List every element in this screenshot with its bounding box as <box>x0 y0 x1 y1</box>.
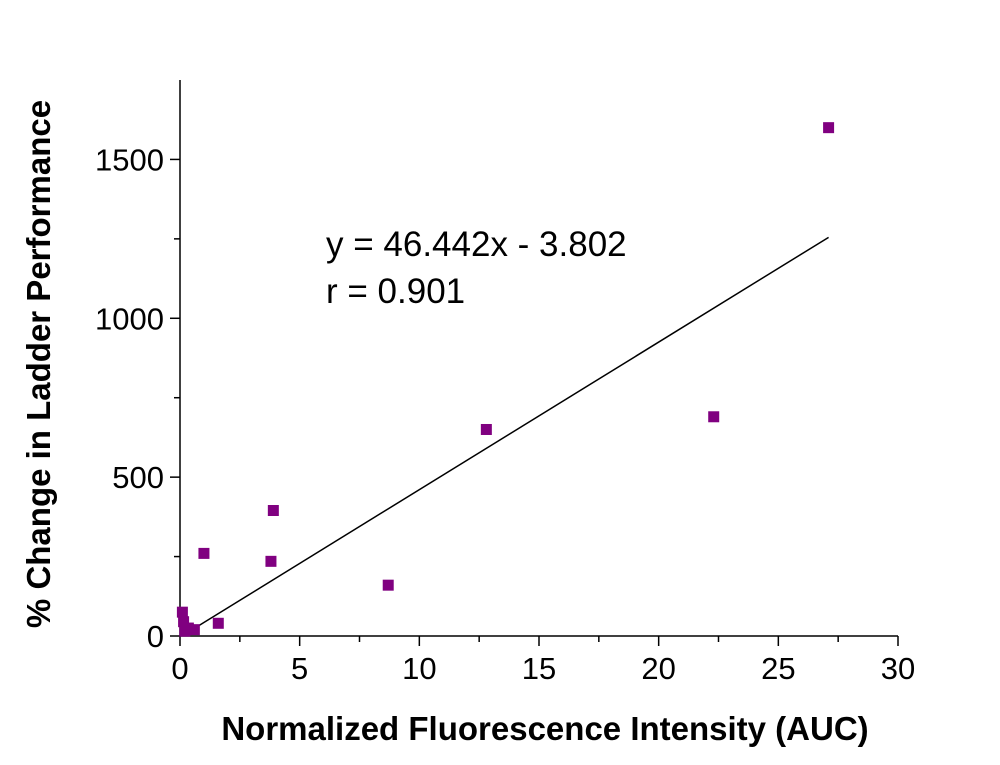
x-tick-label: 10 <box>402 651 436 686</box>
data-point <box>188 624 200 636</box>
data-points <box>176 122 835 637</box>
x-tick-label: 0 <box>171 651 188 686</box>
y-tick-label: 1000 <box>95 301 164 336</box>
data-point <box>182 622 194 634</box>
data-point <box>267 505 279 517</box>
data-point <box>823 122 835 134</box>
x-tick-label: 15 <box>522 651 556 686</box>
x-tick-label: 5 <box>291 651 308 686</box>
data-point <box>382 579 394 591</box>
annotations: y = 46.442x - 3.802 r = 0.901 <box>326 225 627 311</box>
data-point <box>198 547 210 559</box>
x-axis-title: Normalized Fluorescence Intensity (AUC) <box>221 710 868 747</box>
r-value-annotation: r = 0.901 <box>326 272 465 311</box>
tick-labels: 0 5 10 15 20 25 30 0 500 1000 1500 <box>95 142 915 686</box>
data-point <box>178 616 190 628</box>
x-tick-label: 20 <box>641 651 675 686</box>
data-point <box>176 606 188 618</box>
equation-annotation: y = 46.442x - 3.802 <box>326 225 627 264</box>
x-tick-label: 25 <box>761 651 795 686</box>
axes <box>179 80 898 637</box>
ticks <box>170 158 899 646</box>
data-point <box>480 423 492 435</box>
y-axis-title: % Change in Ladder Performance <box>20 100 57 628</box>
fit-line <box>181 236 829 637</box>
data-point <box>265 555 277 567</box>
data-point <box>212 617 224 629</box>
y-tick-label: 0 <box>147 619 164 654</box>
y-tick-label: 1500 <box>95 142 164 177</box>
fit-line-group <box>181 236 829 637</box>
data-point <box>708 411 720 423</box>
x-tick-label: 30 <box>881 651 915 686</box>
y-tick-label: 500 <box>112 460 164 495</box>
